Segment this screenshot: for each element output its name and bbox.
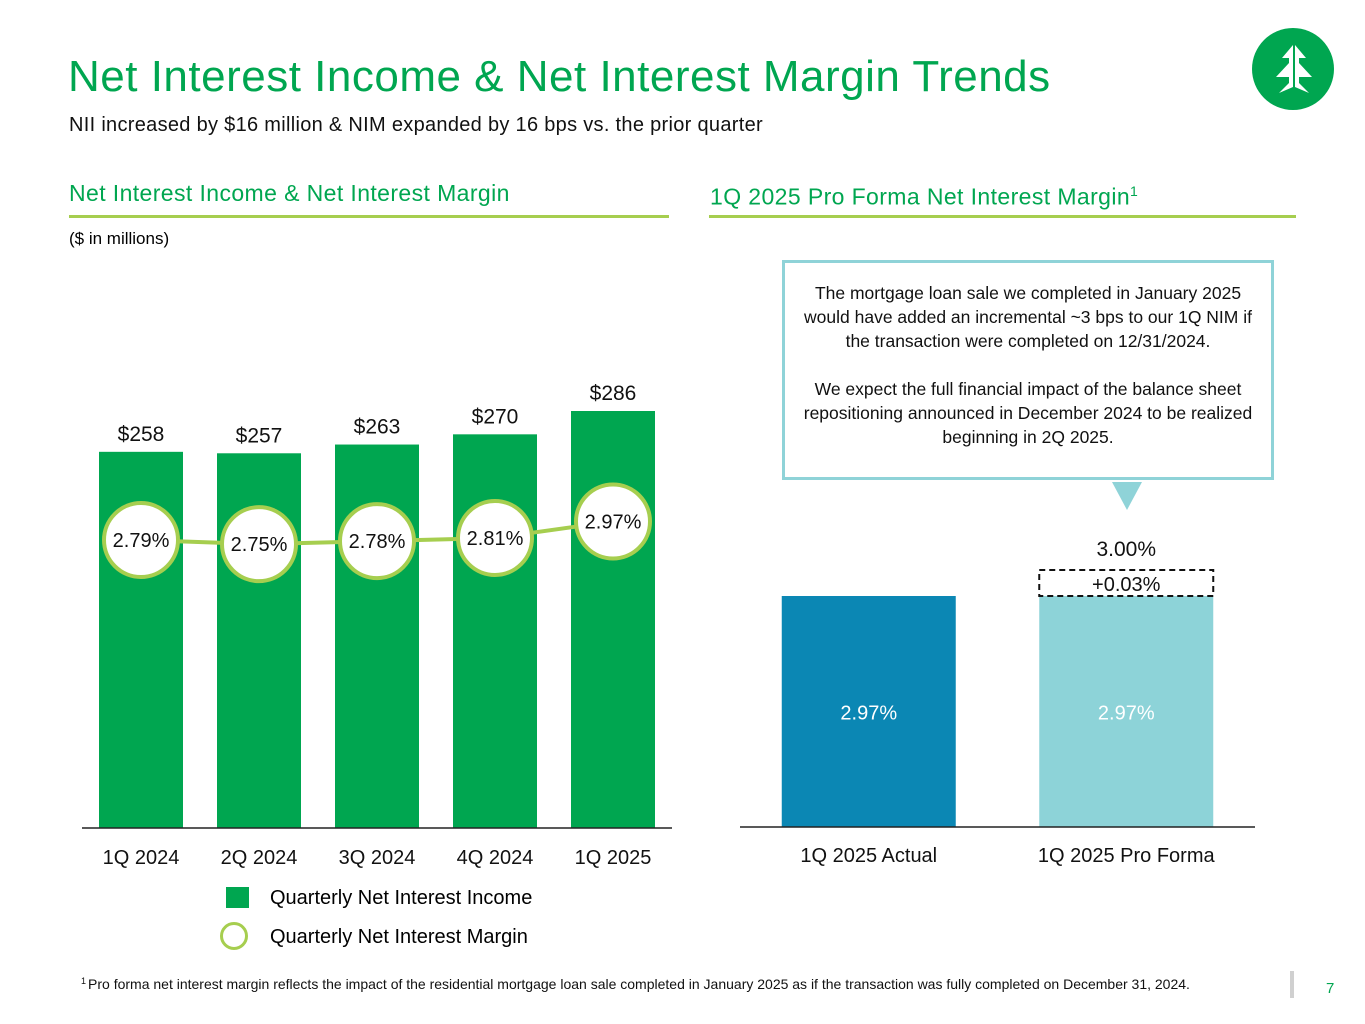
left-section-divider	[69, 215, 669, 218]
footnote-text: Pro forma net interest margin reflects t…	[88, 976, 1190, 992]
nii-bar	[453, 434, 537, 828]
increment-box	[1038, 569, 1215, 597]
legend-nii-label: Quarterly Net Interest Income	[270, 887, 533, 909]
callout-pointer	[1112, 482, 1142, 510]
tree-logo-icon	[1252, 28, 1334, 110]
x-tick-label: 1Q 2025	[575, 847, 652, 869]
x-tick-label: 2Q 2024	[221, 847, 298, 869]
pro-forma-callout-box: The mortgage loan sale we completed in J…	[782, 260, 1274, 480]
total-label: 3.00%	[1096, 538, 1156, 561]
nii-bar-label: $270	[472, 405, 519, 428]
units-note: ($ in millions)	[69, 229, 170, 248]
callout-paragraph-2: We expect the full financial impact of t…	[803, 379, 1253, 447]
legend-nii-swatch	[226, 887, 249, 908]
nii-bar	[335, 444, 419, 828]
increment-label: +0.03%	[1092, 574, 1161, 596]
nim-point-label: 2.97%	[585, 511, 642, 533]
pro-forma-nim-chart: 2.97% 1Q 2025 Actual 2.97% 1Q 2025 Pro Form…	[740, 538, 1255, 867]
x-tick-label: 3Q 2024	[339, 847, 416, 869]
callout-paragraph-1: The mortgage loan sale we completed in J…	[804, 283, 1252, 351]
nim-point-label: 2.75%	[231, 534, 288, 556]
x-tick-label: 1Q 2024	[103, 847, 180, 869]
pro-forma-bar	[781, 596, 956, 827]
legend-nim-swatch	[220, 922, 248, 950]
nii-bar-label: $257	[236, 424, 283, 447]
nii-bar-label: $286	[590, 382, 637, 405]
nim-point-label: 2.81%	[467, 528, 524, 550]
x-tick-label: 1Q 2025 Pro Forma	[1038, 845, 1216, 867]
nii-bar-label: $258	[118, 423, 165, 446]
page-title: Net Interest Income & Net Interest Margi…	[68, 52, 1051, 101]
nii-nim-chart: $258 1Q 2024 $257 2Q 2024 $263 3Q 2024 $270 4Q …	[82, 382, 672, 869]
nii-bar-label: $263	[354, 416, 401, 439]
nim-point	[102, 501, 180, 580]
nim-point	[574, 482, 652, 561]
page-number: 7	[1326, 980, 1335, 997]
pro-forma-section-heading: 1Q 2025 Pro Forma Net Interest Margin1	[710, 183, 1138, 211]
page-number-divider	[1290, 971, 1294, 998]
footnote: 1 Pro forma net interest margin reflects …	[81, 972, 1191, 994]
legend-nim-label: Quarterly Net Interest Margin	[270, 926, 528, 948]
nim-point-label: 2.79%	[113, 530, 170, 552]
nim-point	[220, 505, 298, 584]
right-section-divider	[709, 215, 1296, 218]
x-tick-label: 4Q 2024	[457, 847, 534, 869]
pro-forma-bar	[1039, 596, 1214, 827]
footnote-marker: 1	[81, 976, 87, 986]
nii-bar	[571, 411, 655, 828]
pro-forma-heading-footnote-marker: 1	[1130, 183, 1139, 199]
nii-nim-section-heading: Net Interest Income & Net Interest Margi…	[69, 180, 510, 206]
nim-point-label: 2.78%	[349, 531, 406, 553]
nim-point	[338, 502, 416, 581]
pro-forma-bar-label: 2.97%	[840, 703, 897, 725]
pro-forma-heading-text: 1Q 2025 Pro Forma Net Interest Margin	[710, 183, 1131, 210]
page-subtitle: NII increased by $16 million & NIM expan…	[69, 114, 763, 136]
nim-point	[456, 498, 534, 577]
x-tick-label: 1Q 2025 Actual	[800, 845, 937, 867]
pro-forma-bar-label: 2.97%	[1098, 703, 1155, 725]
